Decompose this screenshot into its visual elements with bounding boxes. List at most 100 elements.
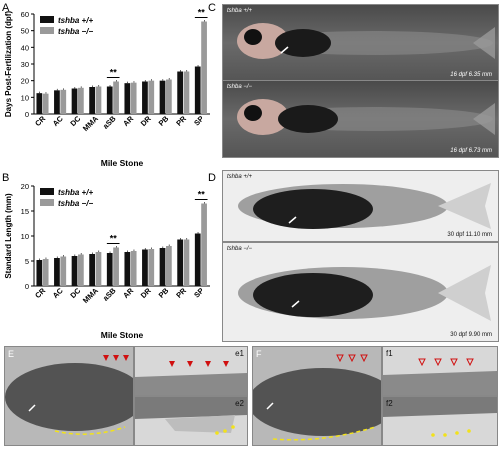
x-tick-label: SP xyxy=(192,286,205,299)
x-tick-label: MMA xyxy=(81,286,100,305)
bar-AC-wt xyxy=(54,90,60,114)
d-top-genotype: tshba +/+ xyxy=(227,174,253,180)
bar-SP-wt xyxy=(194,233,201,286)
bar-SP-mut xyxy=(201,21,207,114)
bar-PB-mut xyxy=(166,246,172,286)
x-tick-label: DR xyxy=(139,286,153,300)
panel-label-e: E xyxy=(8,349,15,359)
x-tick-label: CR xyxy=(33,286,47,300)
y-tick-label: 0 xyxy=(25,282,29,291)
bar-DR-wt xyxy=(142,81,148,114)
x-axis-label: Mile Stone xyxy=(101,330,144,340)
bar-DR-mut xyxy=(148,249,155,286)
photo-e: E xyxy=(4,346,134,446)
bar-AR-mut xyxy=(130,82,137,114)
legend-swatch xyxy=(40,27,54,34)
panel-label-d: D xyxy=(208,172,216,184)
larva-illustration xyxy=(237,23,495,59)
c-top-info: 16 dpf 6.35 mm xyxy=(450,72,492,78)
y-tick-label: 30 xyxy=(21,60,29,69)
bar-AR-wt xyxy=(124,83,131,114)
y-tick-label: 50 xyxy=(21,27,29,36)
bar-MMA-wt xyxy=(89,87,95,114)
bar-PB-mut xyxy=(166,79,172,114)
bar-MMA-mut xyxy=(95,86,102,114)
d-top-info: 30 dpf 11.10 mm xyxy=(447,232,492,238)
bar-SP-mut xyxy=(201,203,207,286)
bar-PR-mut xyxy=(183,71,190,114)
fin-closeup xyxy=(135,397,247,435)
bar-CR-wt xyxy=(36,260,43,286)
y-tick-label: 10 xyxy=(21,93,29,102)
significance-label: ** xyxy=(198,8,206,18)
significance-label: ** xyxy=(110,68,118,78)
legend-label: tshba +/+ xyxy=(58,188,93,197)
bar-aSB-mut xyxy=(113,247,119,286)
y-tick-label: 40 xyxy=(21,43,29,52)
photo-e2: e2 xyxy=(134,396,248,446)
x-tick-label: PB xyxy=(157,114,171,128)
panel-label-f1: f1 xyxy=(386,349,393,358)
larva-illustration xyxy=(237,99,495,135)
bar-PB-wt xyxy=(159,80,166,114)
bar-aSB-wt xyxy=(106,253,113,286)
bar-aSB-wt xyxy=(106,86,113,114)
bar-MMA-wt xyxy=(89,254,95,286)
panel-label-c: C xyxy=(208,2,216,14)
x-tick-label: AC xyxy=(51,114,65,128)
x-tick-label: aSB xyxy=(101,286,118,303)
y-tick-label: 15 xyxy=(21,207,29,216)
photo-d-wildtype: tshba +/+ 30 dpf 11.10 mm xyxy=(222,170,499,242)
photo-f1: f1 xyxy=(382,346,498,396)
legend-label: tshba −/− xyxy=(58,199,93,208)
c-bottom-genotype: tshba −/− xyxy=(227,84,253,90)
fin-closeup xyxy=(135,361,247,395)
panel-label-f2: f2 xyxy=(386,399,393,408)
x-tick-label: AR xyxy=(121,286,135,300)
c-bottom-info: 16 dpf 6.73 mm xyxy=(450,148,492,154)
photo-c-wildtype: tshba +/+ 16 dpf 6.35 mm xyxy=(222,4,499,82)
y-tick-label: 20 xyxy=(21,182,29,191)
bar-DR-wt xyxy=(142,249,148,286)
x-tick-label: AR xyxy=(121,114,135,128)
legend-swatch xyxy=(40,16,54,23)
x-axis-label: Mile Stone xyxy=(101,158,144,168)
y-tick-label: 20 xyxy=(21,77,29,86)
panel-label-a: A xyxy=(2,2,10,14)
d-bottom-info: 30 dpf 9.90 mm xyxy=(450,332,492,338)
legend-label: tshba −/− xyxy=(58,27,93,36)
bar-MMA-mut xyxy=(95,252,102,286)
panel-label-e2: e2 xyxy=(235,399,244,408)
fin-closeup xyxy=(383,358,497,395)
bar-AR-wt xyxy=(124,252,131,286)
bar-CR-wt xyxy=(36,93,43,114)
photo-f2: f2 xyxy=(382,396,498,446)
panel-label-b: B xyxy=(2,172,10,184)
bar-AR-mut xyxy=(130,251,137,286)
x-tick-label: PB xyxy=(157,286,171,300)
bar-DC-wt xyxy=(71,88,78,114)
c-top-genotype: tshba +/+ xyxy=(227,8,253,14)
bar-DC-mut xyxy=(78,254,84,286)
photo-c-mutant: tshba −/− 16 dpf 6.73 mm xyxy=(222,80,499,158)
photo-e1: e1 xyxy=(134,346,248,396)
bar-PR-wt xyxy=(177,239,183,286)
y-axis-label: Days Post-Fertilization (dpf) xyxy=(4,11,13,118)
y-tick-label: 60 xyxy=(21,10,29,19)
fin-closeup xyxy=(383,397,497,437)
juvenile-illustration xyxy=(238,265,491,321)
x-tick-label: SP xyxy=(192,114,205,127)
d-bottom-genotype: tshba −/− xyxy=(227,246,253,252)
bar-AC-mut xyxy=(60,89,67,114)
bar-AC-wt xyxy=(54,258,60,286)
juvenile-illustration xyxy=(238,183,491,229)
significance-label: ** xyxy=(198,190,206,200)
closeup-illustration xyxy=(253,354,381,441)
chart-a: 0 10 20 30 40 50 60 Days Post-Fertilization (dp… xyxy=(4,8,210,168)
bar-PR-wt xyxy=(177,71,183,114)
x-tick-label: PR xyxy=(174,286,188,300)
bar-SP-wt xyxy=(194,66,201,114)
closeup-illustration xyxy=(5,355,133,435)
x-tick-label: PR xyxy=(174,114,188,128)
bar-AC-mut xyxy=(60,256,67,286)
